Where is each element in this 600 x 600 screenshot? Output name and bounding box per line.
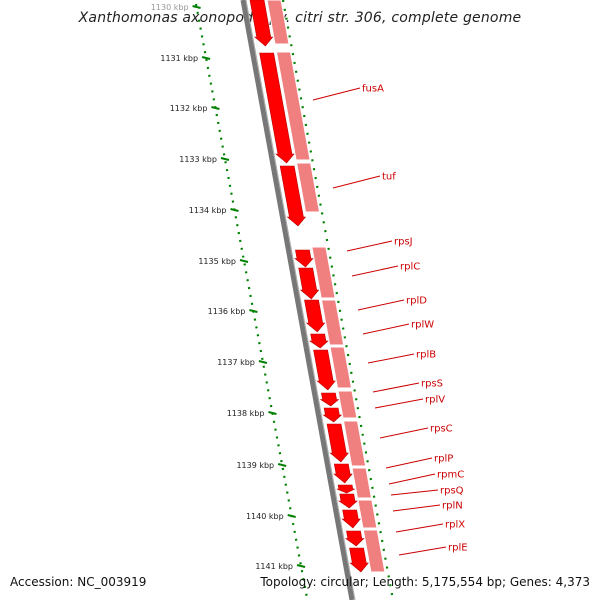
ruler-tick-label: 1141 kbp <box>255 562 293 571</box>
gene-arrow <box>259 52 295 164</box>
gene-label-rplN: rplN <box>442 501 463 512</box>
gene-label-fusA: fusA <box>362 84 384 95</box>
gene-label-rplC: rplC <box>400 262 420 273</box>
ruler-tick-mark <box>192 5 201 9</box>
gene-label-rpmC: rpmC <box>437 470 464 481</box>
genome-backbone <box>240 0 356 600</box>
gene-arrow <box>336 484 355 494</box>
ruler-tick-mark <box>220 157 230 161</box>
gene-arrow <box>326 423 349 463</box>
leader-line <box>390 489 439 496</box>
cds-track-segment <box>357 499 378 529</box>
gene-label-rplX: rplX <box>445 520 465 531</box>
ruler-tick-label: 1130 kbp <box>151 3 189 12</box>
gene-arrow <box>313 349 336 391</box>
ruler-tick-mark <box>239 259 249 263</box>
ruler-tick-mark <box>249 309 258 313</box>
leader-line <box>346 240 393 252</box>
leader-line <box>362 323 410 335</box>
cds-track-segment <box>351 467 373 499</box>
cds-track-segment <box>342 420 367 467</box>
cds-track <box>266 0 386 573</box>
ruler-tick-label: 1135 kbp <box>198 257 236 266</box>
ruler-tick-label: 1133 kbp <box>179 155 217 164</box>
gene-arrow <box>338 493 358 509</box>
gene-arrow <box>341 509 361 529</box>
leader-line <box>372 382 420 393</box>
ruler-tick-label: 1134 kbp <box>189 206 227 215</box>
ruler-tick-label: 1139 kbp <box>236 461 274 470</box>
ruler-tick-mark <box>296 564 306 568</box>
gene-arrow <box>319 392 340 407</box>
cds-track-segment <box>337 390 358 419</box>
gene-arrow <box>298 267 320 300</box>
ruler-tick-mark <box>258 360 268 364</box>
cds-track-segment <box>296 162 321 213</box>
gene-labels: fusA tuf rpsJ rplC rplD rplW rplB rpsS rplV rpsC r… <box>362 84 468 554</box>
gene-arrow <box>308 333 329 349</box>
ruler-tick-label: 1138 kbp <box>227 409 265 418</box>
ruler-tick-mark <box>268 411 277 415</box>
leader-line <box>374 398 424 409</box>
gene-label-rpsQ: rpsQ <box>440 486 464 497</box>
leader-line <box>332 175 381 189</box>
gene-label-rplB: rplB <box>416 350 436 361</box>
ruler-tick-label: 1131 kbp <box>160 54 198 63</box>
leader-line <box>395 523 444 533</box>
ruler-tick-label: 1137 kbp <box>217 358 255 367</box>
leader-line <box>367 353 415 364</box>
leader-line <box>357 299 405 311</box>
leader-line <box>379 427 429 439</box>
gene-arrow <box>249 0 274 47</box>
gene-label-tuf: tuf <box>382 172 396 183</box>
gene-label-rpsS: rpsS <box>421 379 443 390</box>
cds-track-segment <box>329 346 353 389</box>
gene-label-rplP: rplP <box>434 454 453 465</box>
cds-track-segment <box>320 299 345 346</box>
cds-track-segment <box>311 246 336 299</box>
gene-arrow <box>294 249 314 268</box>
gene-arrow <box>333 463 353 484</box>
gene-label-rplW: rplW <box>411 320 434 331</box>
gene-label-rpsC: rpsC <box>430 424 453 435</box>
leader-line <box>385 457 433 469</box>
gene-label-rplV: rplV <box>425 395 445 406</box>
cds-track-segment <box>275 51 311 161</box>
genome-title: Xanthomonas axonopodis pv. citri str. 30… <box>78 10 522 26</box>
gene-label-rpsJ: rpsJ <box>394 237 413 248</box>
backbone-highlight <box>245 0 356 600</box>
ruler-tick-mark <box>277 463 287 467</box>
ruler-tick-label: 1136 kbp <box>208 307 246 316</box>
gene-arrow <box>344 530 365 547</box>
gene-label-rplE: rplE <box>448 543 468 554</box>
gene-arrow <box>349 547 369 573</box>
leader-line <box>392 504 441 512</box>
backbone-line <box>240 0 355 600</box>
leader-line <box>388 473 436 485</box>
gene-label-rplD: rplD <box>406 296 427 307</box>
gene-arrow <box>304 299 326 333</box>
leader-line <box>351 265 399 277</box>
gene-arrow <box>279 165 307 227</box>
ruler-tick-mark <box>201 56 211 60</box>
ruler-tick-label: 1140 kbp <box>246 512 284 521</box>
ruler-tick-mark <box>230 208 239 212</box>
cds-track-segment <box>362 529 386 573</box>
ruler-tick-mark <box>287 514 296 518</box>
label-leader-lines <box>312 87 447 556</box>
ruler-tick-label: 1132 kbp <box>170 104 208 113</box>
accession-text: Accession: NC_003919 <box>10 575 147 589</box>
gene-features <box>249 0 369 573</box>
leader-line <box>312 87 361 101</box>
cds-track-segment <box>266 0 290 45</box>
ruler-tick-mark <box>211 106 220 110</box>
gene-arrow <box>322 407 343 423</box>
genome-summary-text: Topology: circular; Length: 5,175,554 bp… <box>260 575 590 589</box>
ruler-ticks: 1130 kbp 1131 kbp 1132 kbp 1133 kbp 1134 kbp… <box>151 3 306 571</box>
leader-line <box>398 546 447 556</box>
